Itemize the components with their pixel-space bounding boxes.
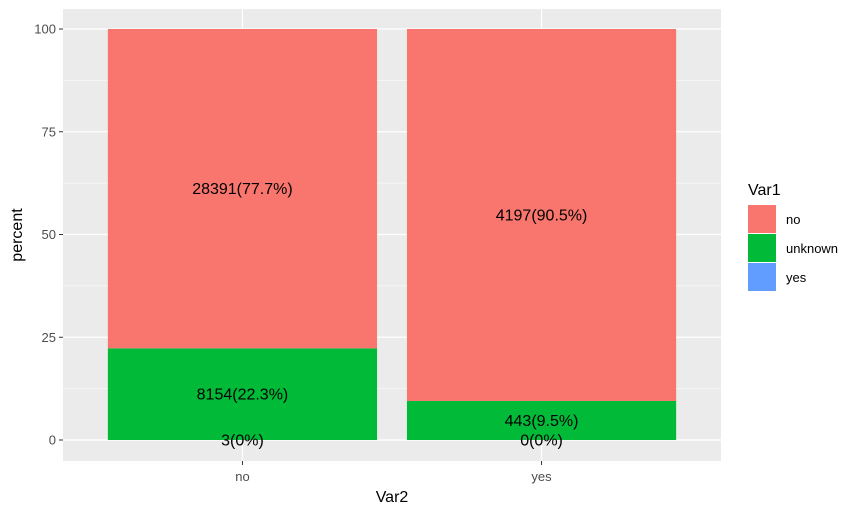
y-tick-label: 75 (42, 124, 56, 139)
bar-labels: 3(0%) 8154(22.3%) 28391(77.7%) 0(0%) 443(9.5… (192, 181, 587, 449)
legend-key-yes (748, 263, 776, 291)
bar-segment-unknown-yes (406, 400, 677, 440)
bar-segment-unknown-no (107, 348, 378, 440)
y-tick-label: 0 (49, 433, 56, 448)
bar-segment-no-no (107, 29, 378, 349)
y-axis: 0 25 50 75 100 (34, 22, 63, 448)
y-tick-label: 100 (34, 22, 56, 37)
legend-label-yes: yes (786, 270, 807, 285)
legend-title: Var1 (748, 182, 781, 199)
legend-key-unknown (748, 234, 776, 262)
data-label-yes-no: 3(0%) (221, 433, 264, 450)
data-label-unknown-yes: 443(9.5%) (505, 413, 579, 430)
x-axis: no yes (235, 461, 552, 484)
bars (107, 29, 677, 440)
legend: Var1 no unknown yes (748, 182, 838, 291)
data-label-no-no: 28391(77.7%) (192, 181, 293, 198)
y-tick-label: 50 (42, 227, 56, 242)
legend-label-unknown: unknown (786, 241, 838, 256)
bar-segment-no-yes (406, 29, 677, 401)
legend-key-no (748, 205, 776, 233)
data-label-no-yes: 4197(90.5%) (496, 207, 588, 224)
legend-label-no: no (786, 212, 800, 227)
x-tick-label: no (235, 469, 249, 484)
data-label-unknown-no: 8154(22.3%) (197, 387, 289, 404)
x-tick-label: yes (531, 469, 552, 484)
x-axis-title: Var2 (376, 489, 409, 506)
y-axis-title: percent (9, 208, 26, 262)
y-tick-label: 25 (42, 330, 56, 345)
data-label-yes-yes: 0(0%) (520, 433, 563, 450)
